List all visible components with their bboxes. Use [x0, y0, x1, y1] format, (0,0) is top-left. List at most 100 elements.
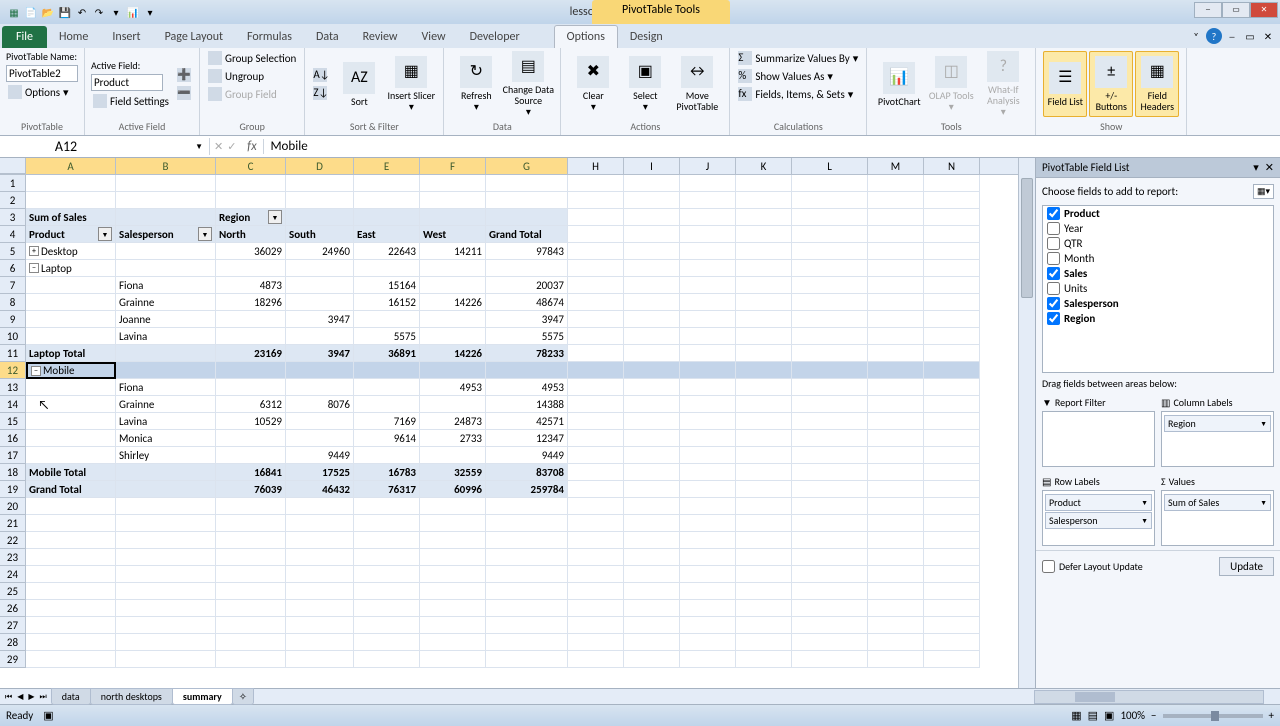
area-item-dropdown-icon[interactable]: ▼ — [1260, 498, 1267, 507]
col-header-F[interactable]: F — [420, 158, 486, 174]
cell[interactable] — [736, 379, 792, 396]
cell[interactable] — [286, 634, 354, 651]
horizontal-scrollbar[interactable] — [1034, 690, 1264, 704]
cell[interactable] — [568, 549, 624, 566]
cell[interactable]: −Mobile — [26, 362, 116, 379]
cell[interactable] — [624, 192, 680, 209]
cell[interactable] — [924, 328, 980, 345]
cell[interactable]: Sum of Sales — [26, 209, 116, 226]
cell[interactable] — [792, 464, 868, 481]
cell[interactable]: Grainne — [116, 294, 216, 311]
cell[interactable] — [792, 294, 868, 311]
cell[interactable] — [286, 379, 354, 396]
field-list-close-icon[interactable]: ✕ — [1265, 161, 1274, 174]
cell[interactable] — [868, 226, 924, 243]
cell[interactable] — [26, 379, 116, 396]
cell[interactable]: 46432 — [286, 481, 354, 498]
cell[interactable]: 42571 — [486, 413, 568, 430]
cell[interactable] — [26, 549, 116, 566]
cell[interactable] — [736, 651, 792, 668]
sort-asc-button[interactable]: A↓ — [311, 67, 329, 83]
cell[interactable] — [486, 617, 568, 634]
row-header[interactable]: 1 — [0, 175, 26, 192]
cell[interactable] — [624, 243, 680, 260]
row-header[interactable]: 14 — [0, 396, 26, 413]
change-data-button[interactable]: ▤Change Data Source ▾ — [502, 51, 554, 117]
cell[interactable] — [116, 651, 216, 668]
cell[interactable] — [680, 566, 736, 583]
file-tab[interactable]: File — [2, 26, 47, 48]
cell[interactable] — [868, 277, 924, 294]
cell[interactable] — [792, 396, 868, 413]
cell[interactable] — [868, 413, 924, 430]
cell[interactable]: 36029 — [216, 243, 286, 260]
field-item[interactable]: Year — [1043, 221, 1273, 236]
group-selection-button[interactable]: Group Selection — [206, 50, 298, 66]
cell[interactable] — [624, 600, 680, 617]
field-item[interactable]: Sales — [1043, 266, 1273, 281]
row-header[interactable]: 19 — [0, 481, 26, 498]
cell[interactable] — [568, 379, 624, 396]
cell[interactable] — [486, 362, 568, 379]
cell[interactable] — [216, 515, 286, 532]
cell[interactable] — [736, 498, 792, 515]
tab-view[interactable]: View — [410, 26, 458, 48]
cell[interactable]: Fiona — [116, 277, 216, 294]
field-item[interactable]: Month — [1043, 251, 1273, 266]
cell[interactable] — [420, 498, 486, 515]
field-list-dropdown-icon[interactable]: ▾ — [1253, 161, 1259, 174]
cell[interactable] — [216, 362, 286, 379]
sheet-tab-north[interactable]: north desktops — [90, 688, 173, 705]
cell[interactable] — [286, 583, 354, 600]
cell[interactable]: 78233 — [486, 345, 568, 362]
view-break-icon[interactable]: ▣ — [1104, 709, 1114, 722]
area-item[interactable]: Product▼ — [1045, 494, 1152, 511]
cell[interactable]: 14226 — [420, 345, 486, 362]
cell[interactable]: 9449 — [486, 447, 568, 464]
row-header[interactable]: 9 — [0, 311, 26, 328]
cell[interactable] — [868, 515, 924, 532]
cell[interactable] — [792, 260, 868, 277]
cell[interactable]: 3947 — [286, 345, 354, 362]
cell[interactable] — [868, 209, 924, 226]
area-item-dropdown-icon[interactable]: ▼ — [1141, 516, 1148, 525]
cell[interactable] — [568, 515, 624, 532]
cell[interactable] — [624, 430, 680, 447]
cell[interactable] — [354, 498, 420, 515]
cell[interactable] — [924, 532, 980, 549]
cell[interactable] — [868, 617, 924, 634]
active-field-input[interactable] — [91, 74, 163, 91]
close-button[interactable]: ✕ — [1250, 2, 1278, 18]
cell[interactable] — [486, 209, 568, 226]
col-header-G[interactable]: G — [486, 158, 568, 174]
cell[interactable] — [868, 532, 924, 549]
cell[interactable] — [26, 566, 116, 583]
cell[interactable]: Mobile Total — [26, 464, 116, 481]
cell[interactable]: 9449 — [286, 447, 354, 464]
defer-checkbox[interactable]: Defer Layout Update — [1042, 560, 1143, 573]
cell[interactable]: Grainne — [116, 396, 216, 413]
cell[interactable] — [568, 226, 624, 243]
cell[interactable] — [736, 566, 792, 583]
cell[interactable] — [26, 617, 116, 634]
cell[interactable] — [216, 566, 286, 583]
cell[interactable]: 5575 — [354, 328, 420, 345]
cell[interactable] — [568, 311, 624, 328]
cell[interactable] — [680, 311, 736, 328]
cell[interactable] — [216, 192, 286, 209]
qat-chart-icon[interactable]: 📊 — [125, 4, 141, 20]
clear-button[interactable]: ✖Clear ▾ — [567, 51, 619, 117]
expand-field-button[interactable]: ➕ — [175, 67, 193, 83]
filter-area[interactable] — [1042, 411, 1155, 467]
cell[interactable] — [26, 583, 116, 600]
cell[interactable] — [354, 651, 420, 668]
cell[interactable]: 2733 — [420, 430, 486, 447]
row-header[interactable]: 20 — [0, 498, 26, 515]
cell[interactable] — [568, 532, 624, 549]
cell[interactable] — [568, 209, 624, 226]
cell[interactable] — [680, 498, 736, 515]
row-filter-icon[interactable]: ▼ — [198, 227, 212, 241]
cell[interactable] — [420, 600, 486, 617]
cell[interactable] — [116, 175, 216, 192]
cell[interactable] — [924, 243, 980, 260]
